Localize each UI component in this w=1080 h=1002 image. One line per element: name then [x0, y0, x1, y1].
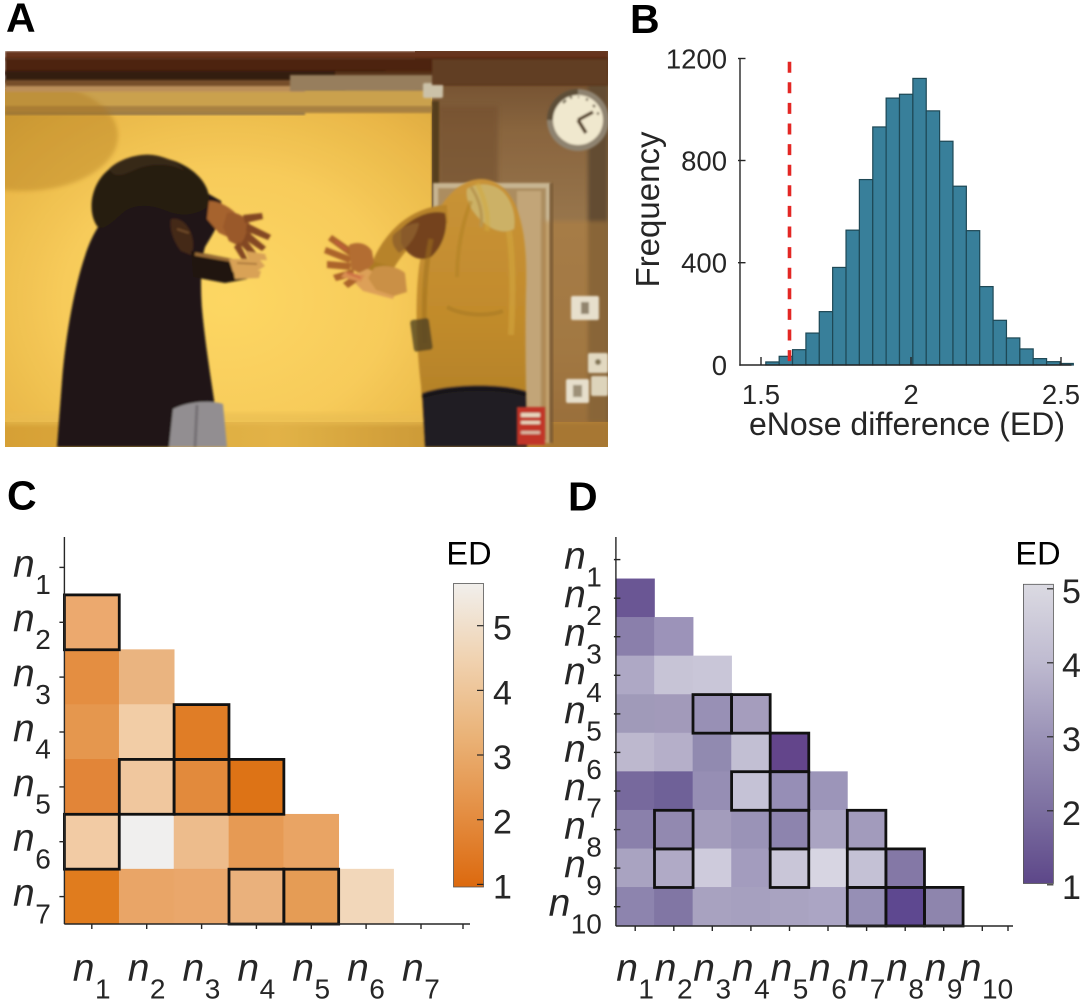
svg-text:3: 3 [1062, 721, 1080, 759]
svg-text:1: 1 [95, 973, 111, 1002]
svg-text:1200: 1200 [666, 44, 727, 75]
svg-text:3: 3 [716, 973, 732, 1002]
svg-text:n: n [564, 651, 586, 694]
svg-text:ED: ED [1015, 536, 1060, 572]
svg-text:n: n [925, 947, 947, 990]
svg-text:n: n [347, 947, 369, 990]
svg-text:n: n [564, 766, 586, 809]
svg-text:4: 4 [493, 674, 512, 712]
svg-text:9: 9 [586, 870, 602, 901]
svg-text:2.5: 2.5 [1042, 379, 1080, 410]
svg-text:400: 400 [681, 248, 727, 279]
svg-text:n: n [848, 947, 870, 990]
svg-text:2: 2 [1062, 795, 1080, 833]
svg-text:n: n [732, 947, 754, 990]
svg-text:ED: ED [446, 536, 491, 572]
svg-text:7: 7 [424, 973, 440, 1002]
svg-text:5: 5 [35, 789, 51, 820]
svg-text:4: 4 [260, 973, 276, 1002]
svg-text:4: 4 [1062, 647, 1080, 685]
svg-text:1: 1 [493, 868, 512, 906]
svg-text:eNose difference (ED): eNose difference (ED) [749, 406, 1065, 442]
svg-text:n: n [128, 947, 150, 990]
svg-text:n: n [564, 612, 586, 655]
svg-text:n: n [960, 947, 982, 990]
svg-text:4: 4 [35, 734, 51, 765]
svg-text:n: n [237, 947, 259, 990]
svg-text:n: n [13, 598, 35, 641]
svg-text:n: n [13, 872, 35, 915]
svg-text:7: 7 [870, 973, 886, 1002]
svg-text:n: n [564, 844, 586, 887]
svg-text:n: n [292, 947, 314, 990]
svg-text:4: 4 [754, 973, 770, 1002]
svg-text:2: 2 [677, 973, 693, 1002]
svg-text:n: n [13, 817, 35, 860]
svg-text:10: 10 [982, 973, 1013, 1002]
svg-text:8: 8 [586, 831, 602, 862]
svg-text:n: n [13, 653, 35, 696]
svg-text:3: 3 [586, 638, 602, 669]
svg-text:7: 7 [35, 898, 51, 929]
svg-text:5: 5 [793, 973, 809, 1002]
svg-text:5: 5 [1062, 573, 1080, 611]
svg-text:6: 6 [369, 973, 385, 1002]
svg-text:6: 6 [831, 973, 847, 1002]
svg-text:n: n [564, 689, 586, 732]
svg-text:1.5: 1.5 [742, 379, 780, 410]
svg-text:6: 6 [586, 754, 602, 785]
svg-text:n: n [564, 535, 586, 578]
svg-text:n: n [564, 574, 586, 617]
svg-text:D: D [568, 474, 598, 520]
svg-text:n: n [182, 947, 204, 990]
svg-text:n: n [13, 543, 35, 586]
svg-text:n: n [616, 947, 638, 990]
svg-text:0: 0 [712, 350, 727, 381]
svg-text:7: 7 [586, 793, 602, 824]
svg-text:n: n [549, 882, 571, 925]
svg-text:800: 800 [681, 146, 727, 177]
svg-text:1: 1 [586, 561, 602, 592]
svg-text:n: n [564, 805, 586, 848]
svg-text:2: 2 [586, 600, 602, 631]
svg-text:n: n [770, 947, 792, 990]
svg-text:2: 2 [903, 379, 918, 410]
svg-text:Frequency: Frequency [629, 131, 666, 287]
svg-text:B: B [630, 0, 660, 42]
svg-text:5: 5 [586, 716, 602, 747]
svg-text:n: n [564, 728, 586, 771]
svg-text:9: 9 [947, 973, 963, 1002]
svg-text:1: 1 [1062, 869, 1080, 907]
svg-text:2: 2 [150, 973, 166, 1002]
svg-text:n: n [402, 947, 424, 990]
svg-text:10: 10 [571, 908, 602, 939]
svg-text:3: 3 [493, 739, 512, 777]
svg-text:3: 3 [205, 973, 221, 1002]
svg-text:8: 8 [908, 973, 924, 1002]
svg-text:n: n [693, 947, 715, 990]
svg-text:2: 2 [493, 804, 512, 842]
svg-text:n: n [655, 947, 677, 990]
svg-text:3: 3 [35, 679, 51, 710]
svg-text:n: n [73, 947, 95, 990]
svg-text:5: 5 [493, 610, 512, 648]
svg-text:2: 2 [35, 624, 51, 655]
svg-text:A: A [6, 0, 36, 41]
svg-text:1: 1 [638, 973, 654, 1002]
svg-text:n: n [13, 707, 35, 750]
svg-text:n: n [13, 762, 35, 805]
svg-text:C: C [7, 473, 37, 519]
svg-text:1: 1 [35, 569, 51, 600]
svg-text:n: n [886, 947, 908, 990]
svg-text:5: 5 [315, 973, 331, 1002]
svg-text:n: n [809, 947, 831, 990]
svg-text:6: 6 [35, 843, 51, 874]
svg-text:4: 4 [586, 677, 602, 708]
